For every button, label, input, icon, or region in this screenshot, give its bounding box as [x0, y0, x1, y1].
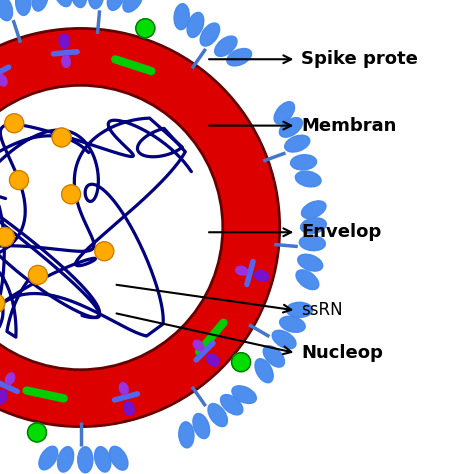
Circle shape [0, 294, 5, 313]
Ellipse shape [274, 102, 294, 124]
Ellipse shape [296, 270, 319, 290]
Ellipse shape [0, 0, 13, 21]
Circle shape [0, 85, 223, 370]
Ellipse shape [272, 330, 296, 349]
Ellipse shape [107, 0, 124, 10]
Ellipse shape [291, 155, 317, 170]
Circle shape [136, 19, 155, 38]
Ellipse shape [236, 266, 248, 275]
Ellipse shape [208, 403, 228, 427]
Text: Envelop: Envelop [301, 223, 381, 241]
Ellipse shape [54, 0, 72, 7]
Ellipse shape [301, 201, 326, 219]
Ellipse shape [123, 0, 143, 12]
Circle shape [27, 423, 46, 442]
Ellipse shape [295, 171, 321, 187]
Ellipse shape [300, 236, 325, 251]
Circle shape [0, 228, 14, 246]
Ellipse shape [255, 271, 268, 282]
Ellipse shape [298, 254, 323, 271]
Ellipse shape [32, 0, 48, 11]
Ellipse shape [124, 401, 135, 415]
Ellipse shape [286, 302, 312, 318]
Ellipse shape [301, 218, 326, 234]
Ellipse shape [71, 0, 87, 8]
Ellipse shape [62, 55, 70, 67]
Ellipse shape [207, 354, 219, 366]
Ellipse shape [109, 447, 128, 470]
Ellipse shape [193, 413, 210, 438]
Ellipse shape [78, 447, 93, 473]
Ellipse shape [179, 422, 194, 448]
Ellipse shape [95, 447, 111, 472]
Ellipse shape [5, 373, 15, 384]
Ellipse shape [16, 0, 31, 16]
Ellipse shape [174, 4, 189, 30]
Ellipse shape [119, 383, 128, 395]
Circle shape [28, 265, 47, 284]
Circle shape [5, 114, 24, 133]
Ellipse shape [279, 118, 302, 137]
Ellipse shape [227, 48, 252, 66]
Text: Membran: Membran [301, 117, 396, 135]
Ellipse shape [200, 23, 219, 46]
Ellipse shape [263, 346, 284, 367]
Ellipse shape [0, 74, 7, 86]
Circle shape [52, 128, 71, 147]
Text: ssRN: ssRN [301, 301, 343, 319]
Ellipse shape [57, 447, 73, 472]
Circle shape [0, 28, 280, 427]
Ellipse shape [215, 36, 237, 56]
Ellipse shape [89, 0, 104, 9]
Circle shape [95, 242, 114, 261]
Circle shape [232, 353, 251, 372]
Ellipse shape [193, 340, 204, 351]
Ellipse shape [220, 394, 243, 415]
Ellipse shape [232, 386, 256, 403]
Ellipse shape [0, 391, 7, 404]
Ellipse shape [255, 359, 273, 383]
Text: Nucleop: Nucleop [301, 344, 383, 362]
Text: Spike prote: Spike prote [301, 50, 418, 68]
Ellipse shape [280, 316, 305, 332]
Ellipse shape [39, 446, 58, 470]
Ellipse shape [187, 12, 204, 37]
Circle shape [9, 171, 28, 190]
Ellipse shape [285, 135, 310, 152]
Circle shape [62, 185, 81, 204]
Ellipse shape [59, 34, 70, 48]
